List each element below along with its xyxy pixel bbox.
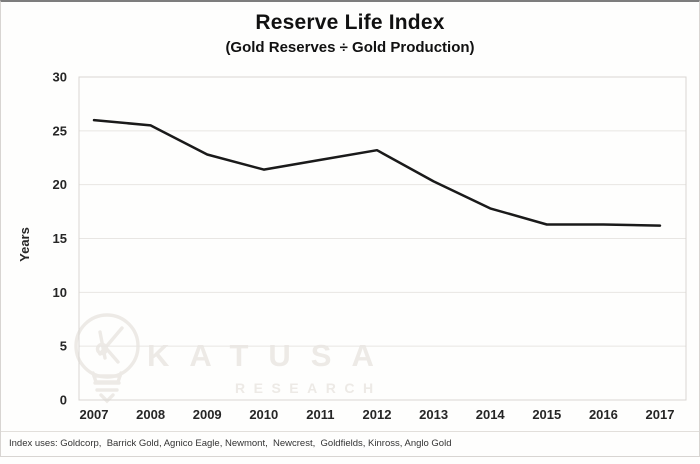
x-tick-label: 2011 [306,407,334,422]
x-tick-label: 2012 [363,407,392,422]
reserve-life-series-line [92,118,662,227]
y-tick-label: 20 [53,177,67,192]
source-footnote: Index uses: Goldcorp, Barrick Gold, Agni… [1,431,699,458]
plot-border [78,76,687,401]
y-tick-label: 0 [60,393,67,408]
y-tick-label: 30 [53,70,67,85]
x-tick-label: 2008 [136,407,165,422]
chart-title: Reserve Life Index [255,11,445,34]
y-tick-label: 5 [60,339,67,354]
chart-subtitle: (Gold Reserves ÷ Gold Production) [225,39,475,56]
y-tick-label: 15 [53,231,67,246]
x-tick-label: 2010 [249,407,278,422]
x-tick-label: 2013 [419,407,448,422]
x-tick-label: 2015 [532,407,561,422]
y-tick-label: 10 [53,285,67,300]
x-tick-label: 2017 [646,407,675,422]
x-tick-label: 2007 [80,407,109,422]
x-tick-label: 2016 [589,407,618,422]
y-tick-label: 25 [53,123,67,138]
x-tick-label: 2009 [193,407,222,422]
x-tick-label: 2014 [476,407,506,422]
